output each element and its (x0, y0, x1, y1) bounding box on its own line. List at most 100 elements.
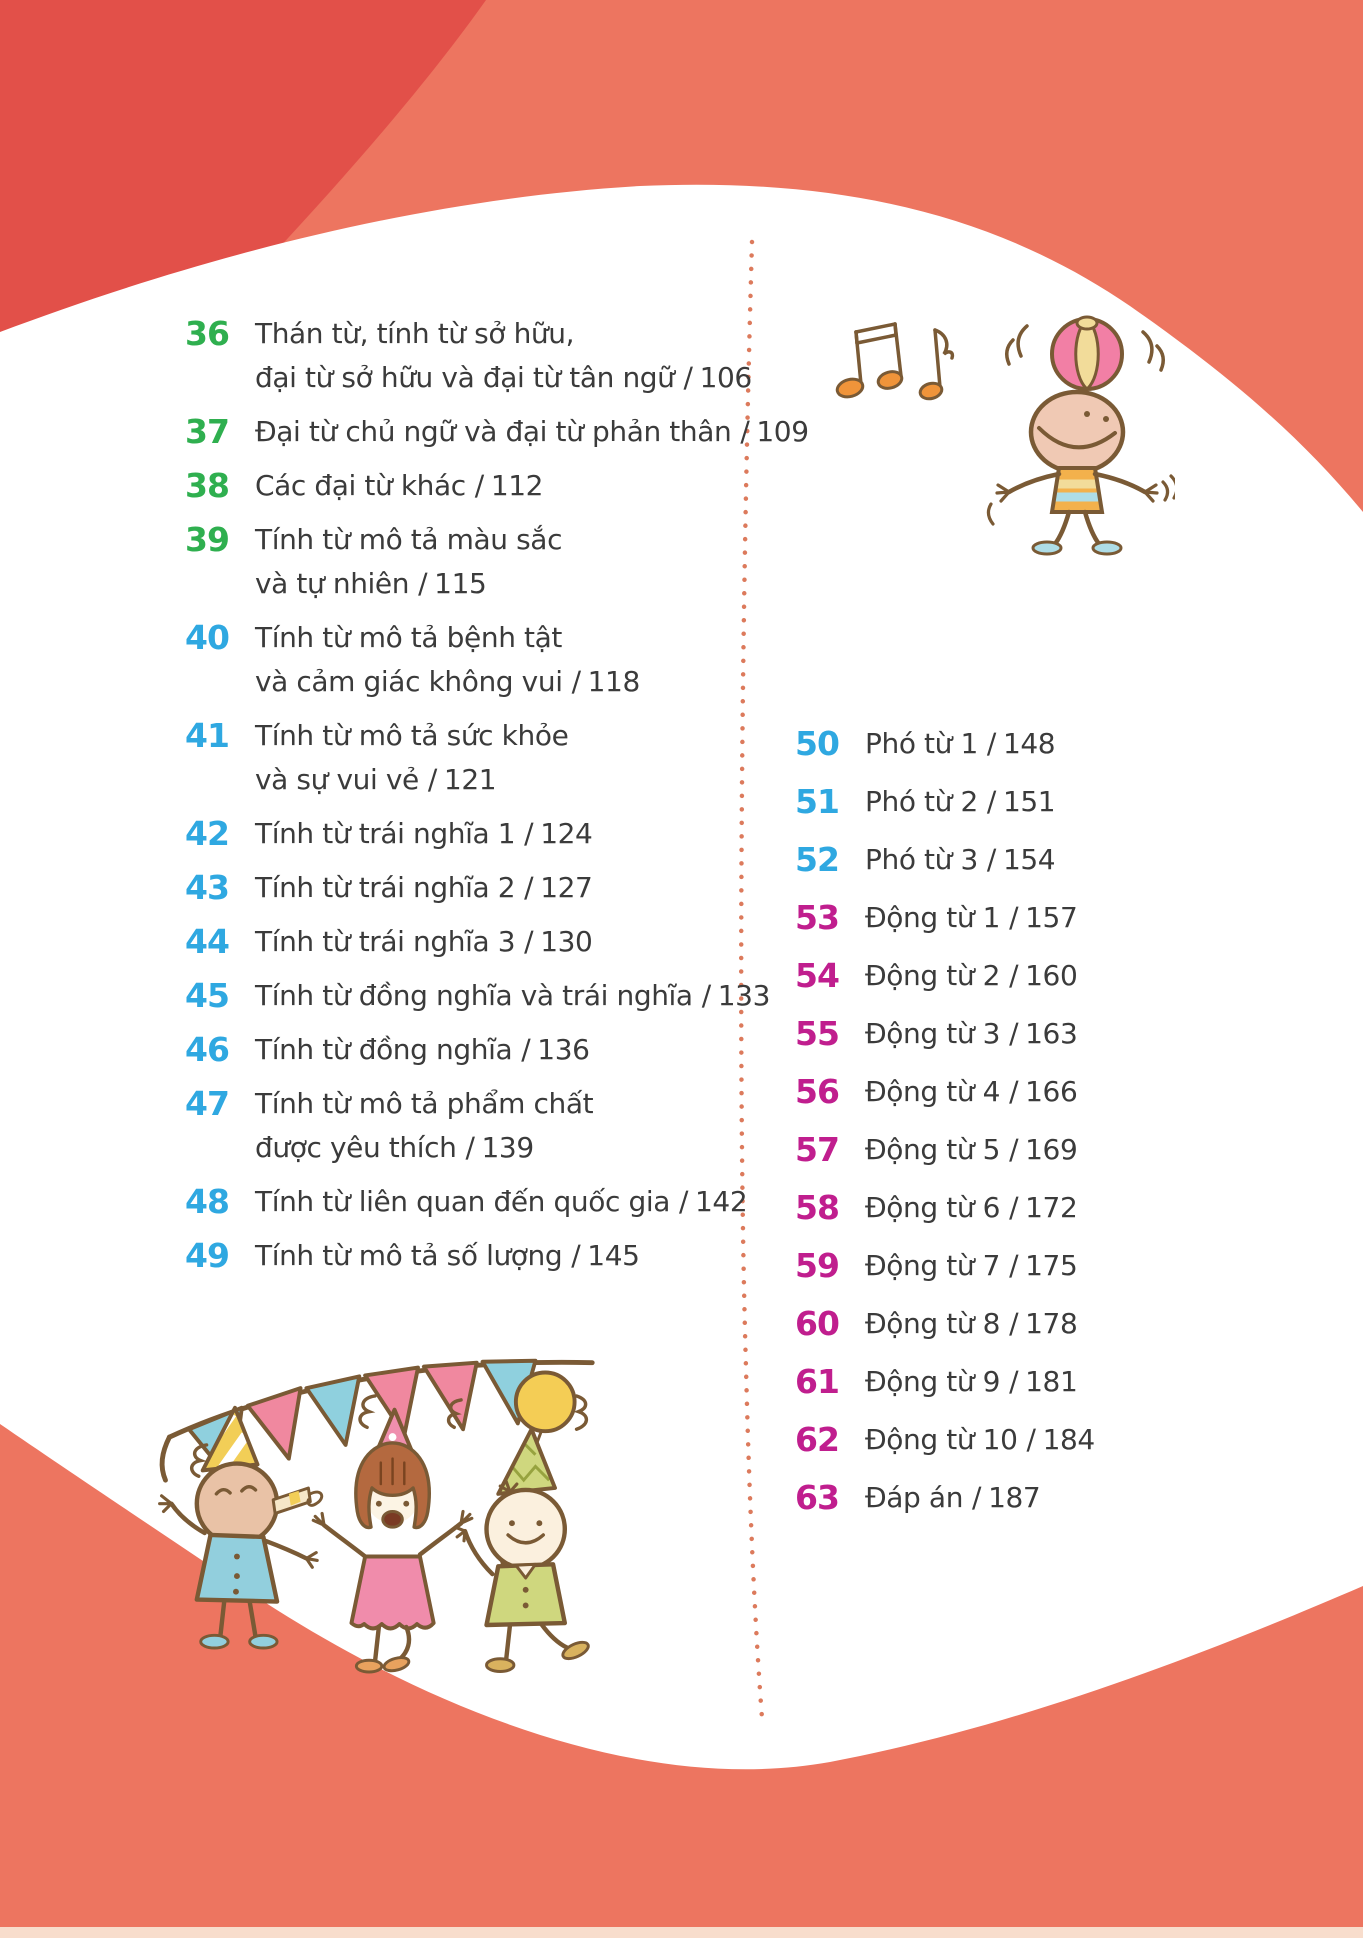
page-separator-slash: ∕ (474, 469, 484, 502)
toc-entry-46: 46 Tính từ đồng nghĩa ∕ 136 (185, 1028, 809, 1072)
page-separator-slash: ∕ (1009, 959, 1019, 992)
toc-entry-title: Động từ 9 ∕ 181 (853, 1360, 1078, 1404)
toc-entry-36: 36 Thán từ, tính từ sở hữu, đại từ sở hữu … (185, 312, 809, 400)
page-separator-slash: ∕ (524, 925, 534, 958)
toc-entry-43: 43 Tính từ trái nghĩa 2 ∕ 127 (185, 866, 809, 910)
white-content-blob (0, 184, 1363, 1770)
ball-balancing-character (986, 315, 1175, 556)
toc-entry-37: 37 Đại từ chủ ngữ và đại từ phản thân ∕ 109 (185, 410, 809, 454)
toc-entry-title: Đại từ chủ ngữ và đại từ phản thân ∕ 109 (243, 410, 809, 454)
toc-entry-page-number: 124 (540, 817, 593, 850)
page-separator-slash: ∕ (1009, 1307, 1019, 1340)
balloon (513, 1370, 577, 1434)
toc-entry-53: 53 Động từ 1 ∕ 157 (795, 896, 1095, 940)
toc-entry-page-number: 151 (1002, 785, 1056, 818)
toc-entry-61: 61 Động từ 9 ∕ 181 (795, 1360, 1095, 1404)
kid-right (453, 1427, 590, 1673)
page-separator-slash: ∕ (986, 785, 996, 818)
toc-entry-56: 56 Động từ 4 ∕ 166 (795, 1070, 1095, 1114)
toc-entry-number: 58 (795, 1188, 840, 1227)
page-separator-slash: ∕ (678, 1185, 689, 1218)
toc-entry-number: 60 (795, 1304, 840, 1343)
toc-entry-page-number: 142 (695, 1185, 748, 1218)
toc-entry-page-number: 148 (1002, 727, 1056, 760)
toc-entry-63: 63 Đáp án ∕ 187 (795, 1476, 1095, 1520)
toc-entry-number: 40 (185, 618, 230, 657)
toc-entry-number: 52 (795, 840, 840, 879)
toc-entry-45: 45 Tính từ đồng nghĩa và trái nghĩa ∕ 133 (185, 974, 809, 1018)
toc-entry-title: Tính từ mô tả bệnh tật và cảm giác không … (243, 616, 640, 704)
toc-left-column: 36 Thán từ, tính từ sở hữu, đại từ sở hữu … (185, 312, 809, 1288)
page-separator-slash: ∕ (1009, 1075, 1019, 1108)
toc-entry-title: Động từ 7 ∕ 175 (853, 1244, 1078, 1288)
toc-entry-number: 37 (185, 412, 230, 451)
toc-entry-number: 51 (795, 782, 840, 821)
toc-entry-number: 57 (795, 1130, 840, 1169)
page-separator-slash: ∕ (465, 1131, 475, 1164)
page-separator-slash: ∕ (1009, 1365, 1019, 1398)
toc-entry-number: 36 (185, 314, 230, 353)
toc-entry-title: Tính từ đồng nghĩa và trái nghĩa ∕ 133 (243, 974, 770, 1018)
toc-entry-41: 41 Tính từ mô tả sức khỏe và sự vui vẻ ∕ 121 (185, 714, 809, 802)
toc-entry-title: Thán từ, tính từ sở hữu, đại từ sở hữu và… (243, 312, 752, 400)
toc-entry-39: 39 Tính từ mô tả màu sắc và tự nhiên ∕ 115 (185, 518, 809, 606)
toc-entry-title: Tính từ mô tả số lượng ∕ 145 (243, 1234, 640, 1278)
page-separator-slash: ∕ (701, 979, 711, 1012)
toc-entry-title: Động từ 8 ∕ 178 (853, 1302, 1078, 1346)
toc-entry-page-number: 127 (540, 871, 593, 904)
toc-entry-number: 41 (185, 716, 230, 755)
toc-entry-page-number: 169 (1025, 1133, 1078, 1166)
toc-entry-title: Tính từ trái nghĩa 2 ∕ 127 (243, 866, 593, 910)
toc-entry-number: 45 (185, 976, 230, 1015)
toc-entry-page-number: 166 (1025, 1075, 1078, 1108)
toc-entry-number: 62 (795, 1420, 840, 1459)
toc-entry-title: Động từ 5 ∕ 169 (853, 1128, 1078, 1172)
toc-entry-title: Động từ 2 ∕ 160 (853, 954, 1078, 998)
toc-entry-page-number: 106 (699, 361, 753, 394)
page-separator-slash: ∕ (1009, 901, 1019, 934)
toc-entry-59: 59 Động từ 7 ∕ 175 (795, 1244, 1095, 1288)
party-scene-illustration (158, 1358, 595, 1674)
toc-entry-number: 49 (185, 1236, 230, 1275)
toc-entry-number: 56 (795, 1072, 840, 1111)
toc-entry-page-number: 109 (756, 415, 809, 448)
toc-entry-page-number: 130 (540, 925, 593, 958)
page-separator-slash: ∕ (418, 567, 428, 600)
toc-entry-number: 47 (185, 1084, 230, 1123)
page-separator-slash: ∕ (740, 415, 750, 448)
toc-entry-title: Động từ 10 ∕ 184 (853, 1418, 1095, 1462)
toc-entry-page-number: 118 (587, 665, 641, 698)
page-separator-slash: ∕ (571, 665, 581, 698)
toc-entry-title: Phó từ 1 ∕ 148 (853, 722, 1056, 766)
toc-entry-page-number: 115 (434, 567, 487, 600)
toc-entry-title: Tính từ trái nghĩa 3 ∕ 130 (243, 920, 593, 964)
toc-entry-44: 44 Tính từ trái nghĩa 3 ∕ 130 (185, 920, 809, 964)
toc-entry-page-number: 154 (1002, 843, 1056, 876)
toc-entry-number: 55 (795, 1014, 840, 1053)
confetti-squiggles (189, 1394, 589, 1478)
toc-entry-48: 48 Tính từ liên quan đến quốc gia ∕ 142 (185, 1180, 809, 1224)
toc-entry-title: Phó từ 2 ∕ 151 (853, 780, 1056, 824)
page-separator-slash: ∕ (986, 727, 996, 760)
toc-entry-58: 58 Động từ 6 ∕ 172 (795, 1186, 1095, 1230)
music-notes-icon (835, 322, 955, 401)
toc-entry-number: 63 (795, 1478, 840, 1517)
toc-entry-54: 54 Động từ 2 ∕ 160 (795, 954, 1095, 998)
toc-entry-title: Đáp án ∕ 187 (853, 1476, 1041, 1520)
toc-entry-page-number: 184 (1042, 1423, 1096, 1456)
page-separator-slash: ∕ (1009, 1249, 1019, 1282)
toc-entry-number: 39 (185, 520, 230, 559)
toc-entry-47: 47 Tính từ mô tả phẩm chất được yêu thích ∕… (185, 1082, 809, 1170)
toc-entry-page-number: 112 (490, 469, 544, 502)
toc-entry-number: 38 (185, 466, 230, 505)
toc-entry-50: 50 Phó từ 1 ∕ 148 (795, 722, 1095, 766)
page-separator-slash: ∕ (524, 817, 534, 850)
toc-entry-title: Động từ 3 ∕ 163 (853, 1012, 1078, 1056)
toc-entry-title: Tính từ liên quan đến quốc gia ∕ 142 (243, 1180, 748, 1224)
page-separator-slash: ∕ (521, 1033, 531, 1066)
toc-entry-page-number: 139 (481, 1131, 534, 1164)
toc-entry-page-number: 133 (717, 979, 771, 1012)
toc-entry-number: 43 (185, 868, 230, 907)
